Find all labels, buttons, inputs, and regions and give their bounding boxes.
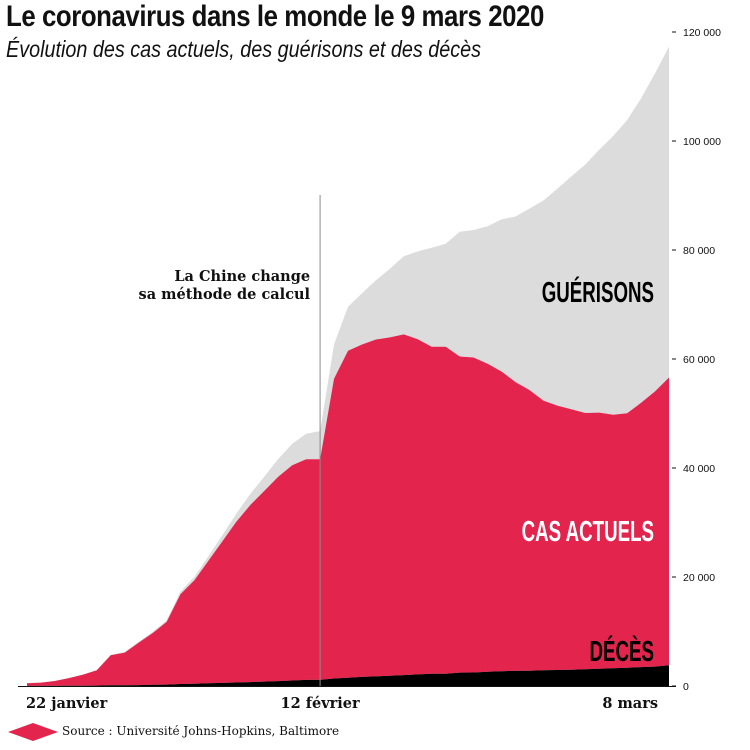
series-label: DÉCÈS xyxy=(590,635,654,668)
x-tick-label: 22 janvier xyxy=(26,695,108,712)
chart-subtitle: Évolution des cas actuels, des guérisons… xyxy=(6,36,482,62)
y-tick-label: 20 000 xyxy=(683,572,715,584)
x-tick-label: 12 février xyxy=(281,695,360,712)
y-tick-label: 80 000 xyxy=(683,245,715,257)
x-tick-label: 8 mars xyxy=(602,695,658,712)
annotation-text-line: sa méthode de calcul xyxy=(139,286,311,303)
recovered-area xyxy=(27,46,669,684)
diamond-logo-icon xyxy=(8,723,58,741)
y-tick-label: 120 000 xyxy=(683,27,721,39)
chart-title: Le coronavirus dans le monde le 9 mars 2… xyxy=(6,0,544,33)
active-cases-area xyxy=(27,334,669,686)
series-label: GUÉRISONS xyxy=(542,276,654,309)
source-note: Source : Université Johns-Hopkins, Balti… xyxy=(62,724,340,738)
y-tick-label: 100 000 xyxy=(683,136,721,148)
series-label: CAS ACTUELS xyxy=(522,516,654,548)
y-tick-label: 60 000 xyxy=(683,354,715,366)
annotation-text-line: La Chine change xyxy=(174,268,310,285)
y-tick-label: 0 xyxy=(683,681,689,693)
deaths-area xyxy=(27,665,669,686)
y-tick-label: 40 000 xyxy=(683,463,715,475)
